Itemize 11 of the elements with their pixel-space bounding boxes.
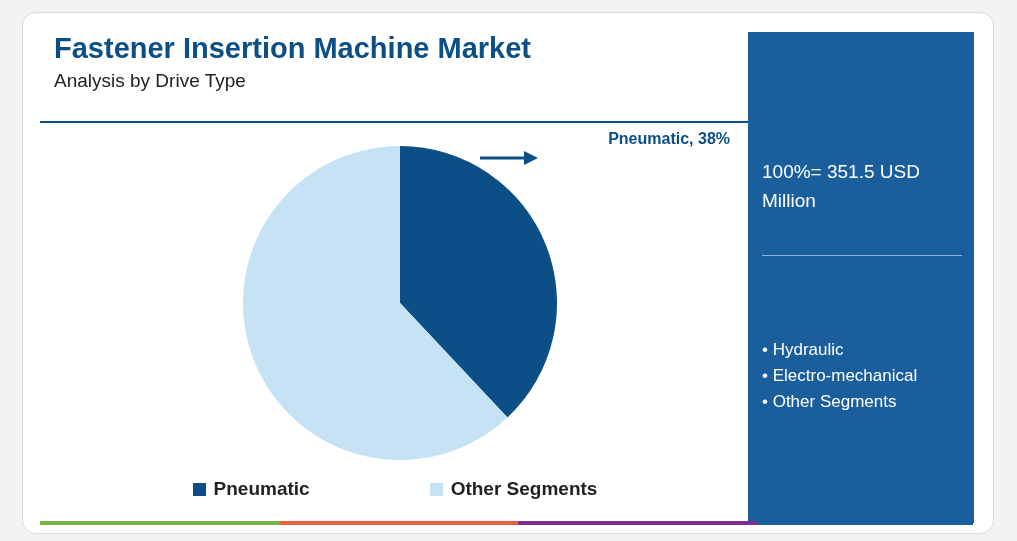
text: 100%= 351.5 USD Million [762,160,921,213]
text: • Electro-mechanical [762,365,918,387]
text: • Other Segments [762,391,898,413]
data-label: Pneumatic, 38% [607,130,730,148]
legend-label: Pneumatic [213,478,310,500]
legend-label: Other Segments [450,478,598,500]
chart-subtitle: Analysis by Drive Type [54,70,246,92]
pie-slice [400,146,557,418]
pie-slice [243,146,508,460]
text: • Hydraulic [762,339,845,361]
chart-title: Fastener Insertion Machine Market [54,32,532,65]
